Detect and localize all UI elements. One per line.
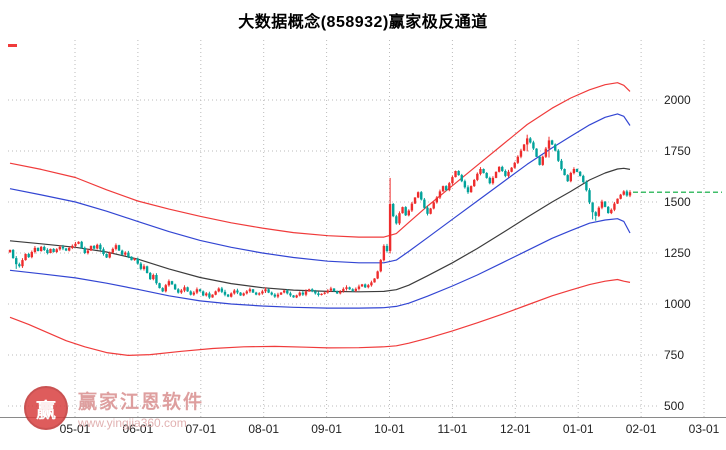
x-tick-label: 09-01 [311,422,342,436]
candles-layer [8,134,632,299]
x-tick-label: 06-01 [123,422,154,436]
left-edge-marker [8,44,17,47]
channel-bands-layer [9,82,631,356]
x-tick-label: 01-01 [563,422,594,436]
x-tick-label: 10-01 [374,422,405,436]
chart-title: 大数据概念(858932)赢家极反通道 [238,14,488,31]
band-mid [9,167,631,293]
x-tick-label: 12-01 [500,422,531,436]
x-tick-label: 02-01 [626,422,657,436]
x-axis-labels: 05-01 06-01 07-01 08-01 09-01 10-01 11-01 12-01… [60,422,720,436]
grid-layer [8,40,705,417]
x-tick-label: 08-01 [248,422,279,436]
x-tick-label: 11-01 [437,422,467,436]
y-tick-label: 500 [664,399,684,413]
y-tick-label: 1500 [664,195,691,209]
y-tick-label: 1750 [664,144,691,158]
band-lower_blue [9,218,631,309]
band-upper_red [9,82,631,238]
y-tick-label: 1250 [664,246,691,260]
x-tick-label: 03-01 [689,422,720,436]
y-tick-label: 1000 [664,297,691,311]
x-tick-label: 05-01 [60,422,91,436]
band-upper_blue [9,113,631,264]
y-tick-label: 2000 [664,93,691,107]
y-tick-label: 750 [664,348,684,362]
band-lower_red [9,278,631,356]
x-tick-label: 07-01 [185,422,216,436]
y-axis-labels: 500 750 1000 1250 1500 1750 2000 [664,93,691,413]
